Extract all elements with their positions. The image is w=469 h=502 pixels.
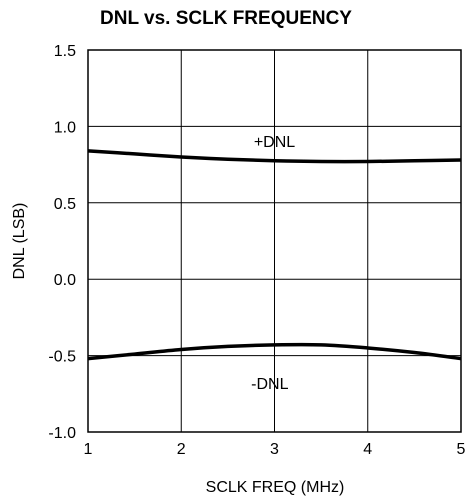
plot-series (87, 149, 462, 361)
grid (87, 49, 462, 433)
x-tick-labels: 1 2 3 4 5 (84, 441, 466, 458)
series-line-plus-dnl (87, 149, 462, 164)
x-tick-label: 1 (84, 441, 93, 458)
y-tick-label: 1.5 (54, 43, 76, 60)
annotation-label: +DNL (254, 134, 295, 151)
x-tick-label: 3 (270, 441, 279, 458)
x-axis-label: SCLK FREQ (MHz) (206, 479, 345, 496)
annotations: +DNL -DNL (251, 134, 295, 393)
y-tick-label: -0.5 (48, 349, 76, 366)
annotation-label: -DNL (251, 376, 288, 393)
x-tick-label: 4 (363, 441, 372, 458)
y-tick-label: 0.5 (54, 196, 76, 213)
y-tick-label: 1.0 (54, 119, 76, 136)
chart-title: DNL vs. SCLK FREQUENCY (100, 8, 352, 29)
plot-frame (87, 49, 462, 433)
y-tick-labels: 1.5 1.0 0.5 0.0 -0.5 -1.0 (48, 43, 76, 442)
y-tick-label: -1.0 (48, 425, 76, 442)
y-tick-label: 0.0 (54, 272, 76, 289)
y-axis-label: DNL (LSB) (11, 203, 28, 280)
x-tick-label: 2 (177, 441, 186, 458)
x-tick-label: 5 (457, 441, 466, 458)
series-line-minus-dnl (87, 342, 462, 361)
